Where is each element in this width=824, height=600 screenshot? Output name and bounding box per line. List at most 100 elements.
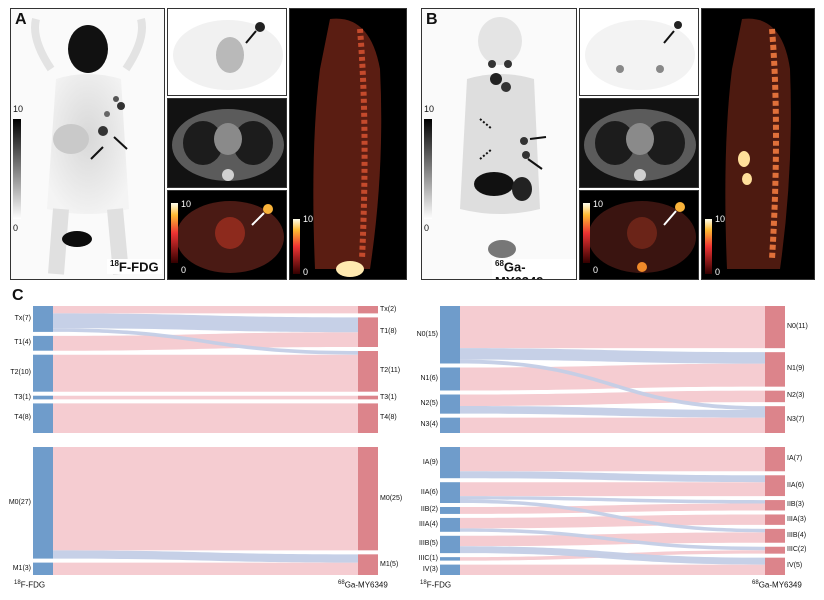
sankey-target-bar <box>765 390 785 403</box>
sankey-source-bar <box>33 447 53 559</box>
sankey-source-label: IIB(2) <box>420 506 438 514</box>
panel-a-axial-ct <box>167 98 287 188</box>
panel-letter-b: B <box>426 11 438 28</box>
sankey-source-bar <box>440 306 460 364</box>
sankey-flow <box>460 417 765 433</box>
panel-a-sagittal-fusion: 10 0 <box>289 8 407 280</box>
axis-left-label-2: 18F-FDG <box>420 580 452 590</box>
sankey-source-label: T4(8) <box>14 414 31 422</box>
sankey-source-label: IV(3) <box>422 565 438 573</box>
sankey-source-label: IIIB(5) <box>418 540 438 548</box>
fusion-scale-min-b: 0 <box>593 265 599 275</box>
sankey-flow <box>53 354 358 392</box>
sankey-source-label: T1(4) <box>14 339 31 347</box>
sankey-target-label: N0(11) <box>787 323 808 331</box>
sankey-chart-1 <box>33 306 378 433</box>
sankey-flow <box>53 562 358 575</box>
sankey-flow <box>460 499 765 533</box>
sankey-flow <box>53 447 358 551</box>
sankey-flow <box>460 546 765 565</box>
sankey-flow <box>460 514 765 529</box>
sankey-target-bar <box>358 447 378 551</box>
sankey-source-label: Tx(7) <box>14 314 31 322</box>
sankey-flow <box>53 403 358 433</box>
sankey-target-label: IIIB(4) <box>787 531 807 539</box>
scale-min-b: 0 <box>424 223 430 233</box>
sankey-target-label: T2(11) <box>380 367 401 375</box>
panel-letter-c: C <box>12 287 24 304</box>
sankey-target-bar <box>765 557 785 575</box>
sankey-flow <box>460 390 765 406</box>
sankey-flow <box>460 564 765 575</box>
tracer-label-b: 68Ga-MY6349 <box>492 259 576 279</box>
sankey-target-bar <box>765 447 785 472</box>
sankey-source-bar <box>440 535 460 554</box>
mip-body-b <box>424 17 547 258</box>
axis-right-label-1: 68Ga-MY6349 <box>338 580 388 590</box>
scale-max-a: 10 <box>13 104 24 114</box>
sankey-flow <box>460 503 765 514</box>
sankey-flow <box>53 395 358 400</box>
panel-b-mip: 10 0 B 68Ga-MY6349 <box>421 8 577 280</box>
sankey-target-label: IIIA(3) <box>787 515 807 523</box>
sankey-target-bar <box>765 514 785 525</box>
sankey-source-bar <box>440 367 460 391</box>
sankey-flow <box>460 306 765 349</box>
panel-a-axial-fusion: 10 0 <box>167 190 287 280</box>
sankey-target-label: IV(5) <box>787 562 803 570</box>
sankey-target-bar <box>765 546 785 554</box>
sankey-target-bar <box>358 554 378 575</box>
sankey-source-bar <box>33 306 53 332</box>
axis-left-label-1: 18F-FDG <box>14 580 46 590</box>
sankey-source-bar <box>33 354 53 392</box>
sankey-source-bar <box>440 482 460 503</box>
sankey-chart-4 <box>440 447 785 575</box>
sag-scale-min-b: 0 <box>715 267 721 277</box>
panel-a-mip: 10 0 A 18F-FDG <box>10 8 165 280</box>
sankey-target-bar <box>765 528 785 543</box>
sankey-target-label: IIIC(2) <box>787 546 807 554</box>
sankey-target-bar <box>765 475 785 497</box>
sankey-flow <box>53 328 358 355</box>
sankey-target-bar <box>765 352 785 387</box>
sankey-target-label: T3(1) <box>380 393 397 401</box>
sankey-source-label: M0(27) <box>8 498 31 506</box>
sankey-source-bar <box>440 517 460 532</box>
sankey-source-bar <box>440 564 460 575</box>
sankey-flow <box>460 528 765 551</box>
sankey-target-bar <box>358 306 378 314</box>
sankey-flow <box>460 348 765 364</box>
fusion-scale-max-b: 10 <box>593 199 604 209</box>
sag-scale-max-b: 10 <box>715 214 726 224</box>
sankey-target-bar <box>358 317 378 347</box>
sankey-source-label: N3(4) <box>420 421 438 429</box>
sankey-source-label: T3(1) <box>14 393 31 401</box>
mip-body-a <box>13 18 146 275</box>
sankey-target-label: IIB(3) <box>787 501 805 509</box>
sankey-chart-2 <box>33 447 378 575</box>
sankey-source-bar <box>33 395 53 400</box>
panel-a-axial-pet <box>167 8 287 96</box>
fusion-scale-min-a: 0 <box>181 265 187 275</box>
sankey-source-bar <box>440 557 460 561</box>
sankey-flow <box>53 313 358 333</box>
sankey-flow <box>460 447 765 472</box>
sankey-flow <box>53 550 358 563</box>
sankey-chart-3 <box>440 306 785 433</box>
sankey-target-label: IIA(6) <box>787 481 805 489</box>
sankey-flow <box>460 471 765 483</box>
sankey-source-bar <box>440 507 460 514</box>
panel-b-axial-fusion: 10 0 <box>579 190 699 280</box>
sankey-source-bar <box>33 562 53 575</box>
sankey-flow <box>460 496 765 504</box>
sankey-target-label: N3(7) <box>787 415 805 423</box>
sankey-source-label: IIA(6) <box>420 488 438 496</box>
sankey-target-label: IA(7) <box>787 455 803 463</box>
sankey-flow <box>460 406 765 418</box>
sankey-flow <box>53 306 358 314</box>
sankey-target-label: T4(8) <box>380 414 397 422</box>
sankey-source-bar <box>440 417 460 433</box>
sankey-target-label: N1(9) <box>787 365 805 373</box>
sankey-source-label: M1(3) <box>12 564 31 572</box>
sankey-target-label: M1(5) <box>380 560 399 568</box>
